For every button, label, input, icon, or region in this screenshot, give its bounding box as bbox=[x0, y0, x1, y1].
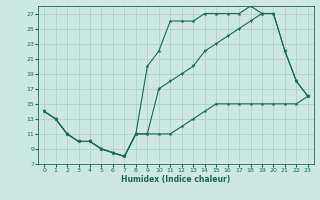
X-axis label: Humidex (Indice chaleur): Humidex (Indice chaleur) bbox=[121, 175, 231, 184]
